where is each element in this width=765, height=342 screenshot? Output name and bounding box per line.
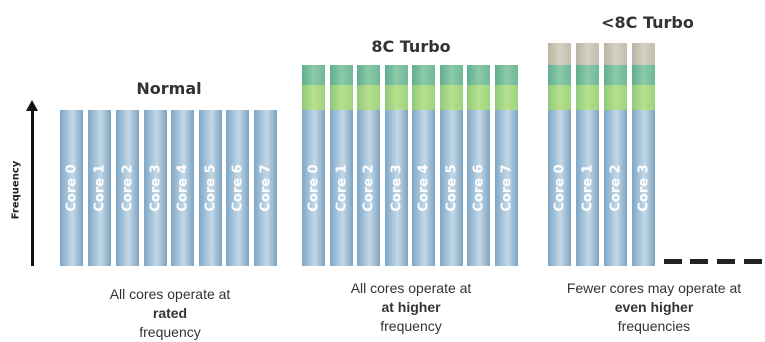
core-bar: Core 3 [144,110,167,266]
inactive-core-marker [744,259,762,264]
core-label: Core 0 [64,164,79,212]
caption-emphasis: even higher [614,299,694,315]
turbo-boost [330,85,353,110]
normal-title: Normal [136,79,202,98]
inactive-core-marker [664,259,682,264]
turbo-boost-top [385,65,408,85]
caption-line: frequency [380,318,442,334]
core-bar: Core 2 [604,110,627,266]
lt8c-turbo-caption: Fewer cores may operate at even higher f… [545,279,763,336]
turbo-boost [548,85,571,110]
turbo-boost-top [604,65,627,85]
core-label: Core 2 [608,164,623,212]
turbo-boost-top [576,65,599,85]
caption-line: All cores operate at [109,286,231,302]
caption-line: Fewer cores may operate at [566,280,742,296]
core-bar: Core 4 [171,110,194,266]
core-label: Core 7 [499,164,514,212]
turbo-boost-top [302,65,325,85]
core-bar: Core 5 [440,110,463,266]
core-label: Core 3 [636,164,651,212]
core-bar: Core 1 [330,110,353,266]
turbo-boost [385,85,408,110]
core-label: Core 2 [361,164,376,212]
turbo-boost-top [330,65,353,85]
core-bar: Core 3 [385,110,408,266]
turbo-boost [357,85,380,110]
core-bar: Core 0 [60,110,83,266]
turbo-boost-top [632,65,655,85]
lt8c-turbo-title: <8C Turbo [601,13,694,32]
frequency-axis-label: Frequency [10,160,22,220]
core-bar: Core 3 [632,110,655,266]
turbo-boost-max [548,43,571,65]
turbo-boost-top [495,65,518,85]
turbo-boost-top [357,65,380,85]
turbo-boost [467,85,490,110]
caption-line: All cores operate at [350,280,472,296]
turbo-boost-top [467,65,490,85]
core-bar: Core 1 [576,110,599,266]
turbo-boost [604,85,627,110]
8c-turbo-title: 8C Turbo [371,37,451,56]
normal-caption: All cores operate at rated frequency [60,285,280,342]
turbo-boost [412,85,435,110]
inactive-core-marker [690,259,708,264]
core-bar: Core 7 [495,110,518,266]
core-bar: Core 2 [357,110,380,266]
turbo-boost-top [548,65,571,85]
turbo-boost [576,85,599,110]
core-label: Core 5 [444,164,459,212]
caption-emphasis: at higher [381,299,441,315]
core-label: Core 7 [258,164,273,212]
core-label: Core 4 [175,164,190,212]
core-bar: Core 5 [199,110,222,266]
8c-turbo-caption: All cores operate at at higher frequency [300,279,522,336]
core-label: Core 2 [120,164,135,212]
core-bar: Core 6 [226,110,249,266]
core-label: Core 3 [148,164,163,212]
core-label: Core 1 [580,164,595,212]
turbo-boost-max [576,43,599,65]
core-label: Core 0 [306,164,321,212]
core-label: Core 6 [471,164,486,212]
core-bar: Core 6 [467,110,490,266]
core-label: Core 5 [203,164,218,212]
core-bar: Core 2 [116,110,139,266]
turbo-boost-max [604,43,627,65]
frequency-axis [31,108,34,266]
core-bar: Core 0 [548,110,571,266]
turbo-boost [495,85,518,110]
caption-line: frequency [139,324,201,340]
core-label: Core 1 [92,164,107,212]
caption-emphasis: rated [152,305,188,321]
turbo-boost [302,85,325,110]
turbo-boost [632,85,655,110]
turbo-boost [440,85,463,110]
core-bar: Core 4 [412,110,435,266]
turbo-boost-top [412,65,435,85]
core-label: Core 3 [389,164,404,212]
caption-line: frequencies [617,318,691,334]
turbo-boost-top [440,65,463,85]
core-bar: Core 1 [88,110,111,266]
core-label: Core 4 [416,164,431,212]
core-label: Core 0 [552,164,567,212]
core-bar: Core 0 [302,110,325,266]
turbo-boost-max [632,43,655,65]
frequency-arrow-head [26,100,38,111]
inactive-core-marker [717,259,735,264]
core-bar: Core 7 [254,110,277,266]
core-label: Core 6 [230,164,245,212]
core-label: Core 1 [334,164,349,212]
